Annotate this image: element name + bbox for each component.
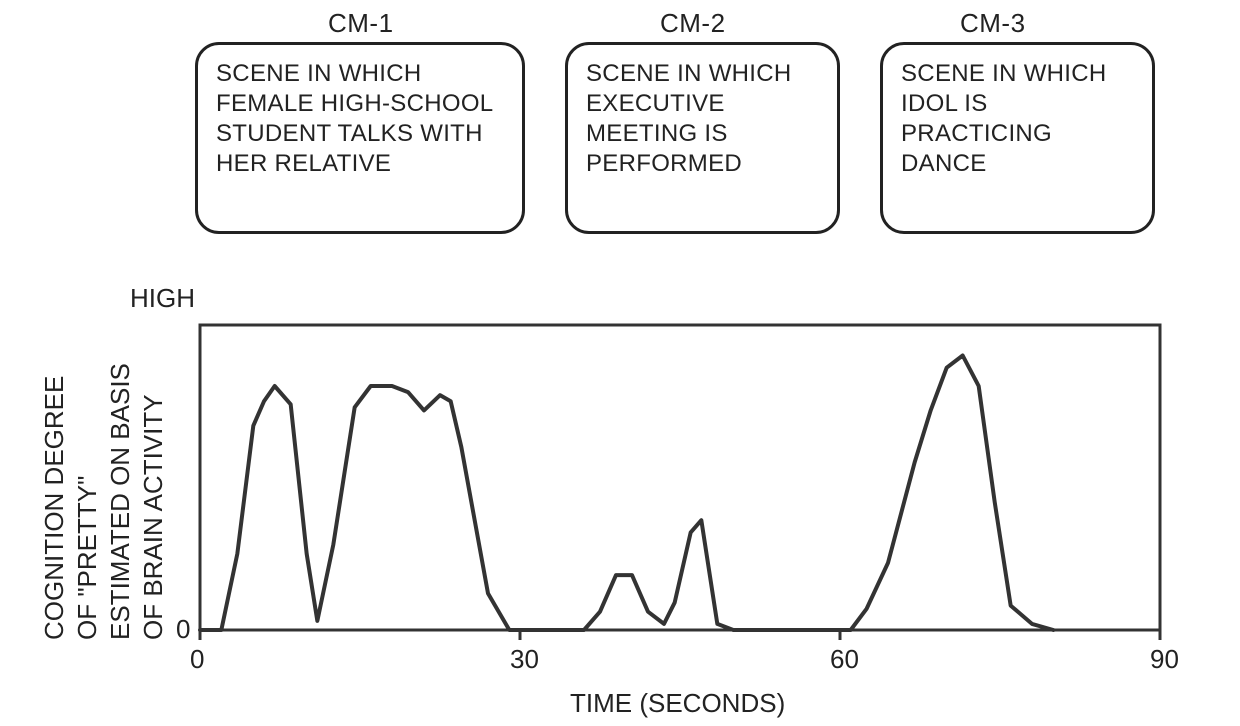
cm1-box: SCENE IN WHICH FEMALE HIGH-SCHOOL STUDEN… [195,42,525,234]
cm3-label: CM-3 [960,8,1026,39]
cm2-label: CM-2 [660,8,726,39]
y-axis-label-line-0: COGNITION DEGREE [38,376,71,640]
y-axis-high-label: HIGH [130,283,195,314]
cm1-label: CM-1 [328,8,394,39]
x-tick-label: 60 [830,644,859,675]
figure-container: CM-1SCENE IN WHICH FEMALE HIGH-SCHOOL ST… [0,0,1240,726]
line-chart [200,325,1160,630]
y-axis-label-line-2: ESTIMATED ON BASIS [104,363,137,640]
x-tick-label: 0 [190,644,204,675]
x-tick-label: 30 [510,644,539,675]
cm3-box: SCENE IN WHICH IDOL IS PRACTICING DANCE [880,42,1155,234]
y-tick-zero: 0 [176,614,190,645]
y-axis-label-line-1: OF "PRETTY" [71,476,104,640]
y-axis-label-line-3: OF BRAIN ACTIVITY [137,394,170,640]
x-tick-label: 90 [1150,644,1179,675]
x-axis-label: TIME (SECONDS) [570,688,785,719]
cm2-box: SCENE IN WHICH EXECUTIVE MEETING IS PERF… [565,42,840,234]
